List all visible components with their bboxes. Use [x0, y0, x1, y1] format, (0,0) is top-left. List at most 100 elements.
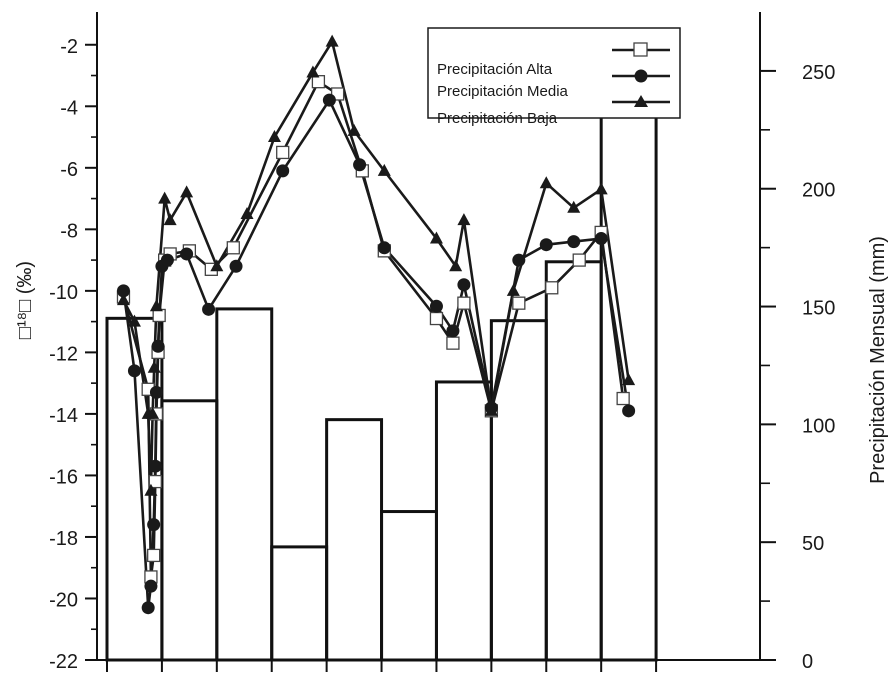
data-point-alta	[276, 145, 290, 160]
left-tick-label: -10	[49, 282, 78, 304]
data-point-alta	[148, 474, 162, 489]
data-point-media	[141, 601, 155, 615]
data-point-alta	[226, 241, 240, 255]
legend-label-alta: Precipitación Alta	[437, 61, 553, 78]
data-point-media	[539, 238, 553, 252]
data-point-media	[148, 459, 162, 473]
data-point-baja	[567, 200, 581, 213]
data-point-media	[429, 299, 443, 313]
data-point-baja	[506, 283, 520, 296]
data-point-alta	[616, 391, 630, 406]
precipitation-bar	[160, 399, 219, 662]
data-point-baja	[180, 185, 194, 198]
left-tick-label: -2	[60, 36, 78, 58]
data-point-baja	[306, 65, 320, 78]
data-point-media	[127, 364, 141, 378]
right-tick-label: 100	[802, 415, 835, 437]
right-tick-label: 50	[802, 533, 824, 555]
left-tick-label: -22	[49, 651, 78, 673]
legend-marker-media	[634, 69, 648, 83]
data-point-baja	[210, 259, 224, 272]
data-point-alta	[147, 548, 161, 563]
left-tick-label: -14	[49, 405, 78, 427]
data-point-alta	[152, 308, 166, 323]
data-point-baja	[163, 213, 177, 226]
isotope-series-markers	[116, 34, 636, 615]
data-point-media	[147, 518, 161, 532]
data-point-baja	[127, 314, 141, 327]
left-tick-label: -12	[49, 343, 78, 365]
data-point-baja	[149, 299, 163, 312]
data-point-alta	[512, 296, 526, 310]
data-point-baja	[267, 130, 281, 143]
data-point-baja	[325, 34, 339, 47]
precipitation-bars	[105, 104, 658, 662]
data-point-baja	[377, 163, 391, 176]
data-point-media	[180, 247, 194, 261]
tick-labels: -2 -4 -6 -8 -10 -12 -14 -16 -18 -20 -22 250 200 150 10…	[49, 36, 835, 673]
data-point-baja	[622, 373, 636, 386]
precipitation-bar	[325, 418, 384, 662]
data-point-baja	[594, 182, 608, 195]
series-line-2	[122, 40, 630, 493]
data-point-baja	[147, 360, 161, 373]
data-point-baja	[240, 206, 254, 219]
data-point-alta	[572, 253, 586, 267]
data-point-media	[116, 284, 130, 298]
data-point-baja	[158, 191, 172, 204]
data-point-media	[512, 253, 526, 267]
right-tick-label: 250	[802, 62, 835, 84]
data-point-media	[377, 241, 391, 255]
data-point-alta	[311, 75, 326, 89]
data-point-media	[149, 385, 163, 399]
data-point-media	[622, 404, 636, 418]
data-point-alta	[429, 311, 444, 326]
data-point-baja	[116, 293, 130, 306]
data-point-media	[144, 579, 158, 593]
precipitation-bar	[434, 380, 493, 662]
right-tick-label: 150	[802, 298, 835, 320]
right-tick-label: 0	[802, 651, 813, 673]
data-point-media	[446, 324, 460, 338]
left-tick-label: -18	[49, 528, 78, 550]
precipitation-bar	[380, 510, 438, 662]
data-point-alta	[457, 296, 471, 310]
right-tick-label: 200	[802, 180, 835, 202]
data-point-baja	[449, 259, 463, 272]
data-point-baja	[539, 176, 553, 189]
precipitation-bar	[544, 260, 603, 662]
data-point-baja	[347, 123, 361, 136]
data-point-media	[160, 253, 174, 267]
legend-label-baja: Precipitación Baja	[437, 110, 558, 127]
data-point-baja	[144, 483, 158, 496]
data-point-baja	[457, 213, 471, 226]
legend-label-media: Precipitación Media	[437, 83, 569, 100]
data-point-media	[457, 278, 471, 292]
series-line-1	[122, 98, 630, 610]
left-tick-label: -16	[49, 466, 78, 488]
data-point-media	[567, 235, 581, 249]
legend: Precipitación Alta Precipitación Media P…	[427, 27, 681, 127]
left-tick-label: -4	[60, 97, 78, 119]
data-point-media	[229, 259, 243, 273]
data-point-media	[322, 93, 336, 107]
data-point-media	[353, 158, 367, 172]
data-point-alta	[545, 281, 559, 295]
data-point-media	[594, 232, 608, 246]
data-point-media	[276, 164, 290, 178]
left-tick-label: -8	[60, 220, 78, 242]
axes	[85, 12, 776, 672]
data-point-media	[151, 339, 165, 353]
left-tick-label: -6	[60, 159, 78, 181]
data-point-baja	[484, 403, 498, 416]
data-point-media	[202, 302, 216, 316]
legend-marker-alta	[633, 42, 648, 57]
left-axis-title: □¹⁸□ (‰)	[14, 261, 36, 339]
precipitation-bar	[215, 307, 274, 662]
left-tick-label: -20	[49, 589, 78, 611]
data-point-baja	[429, 231, 443, 244]
data-point-baja	[146, 406, 160, 419]
precipitation-bar	[270, 545, 329, 662]
right-axis-title: Precipitación Mensual (mm)	[867, 236, 889, 484]
